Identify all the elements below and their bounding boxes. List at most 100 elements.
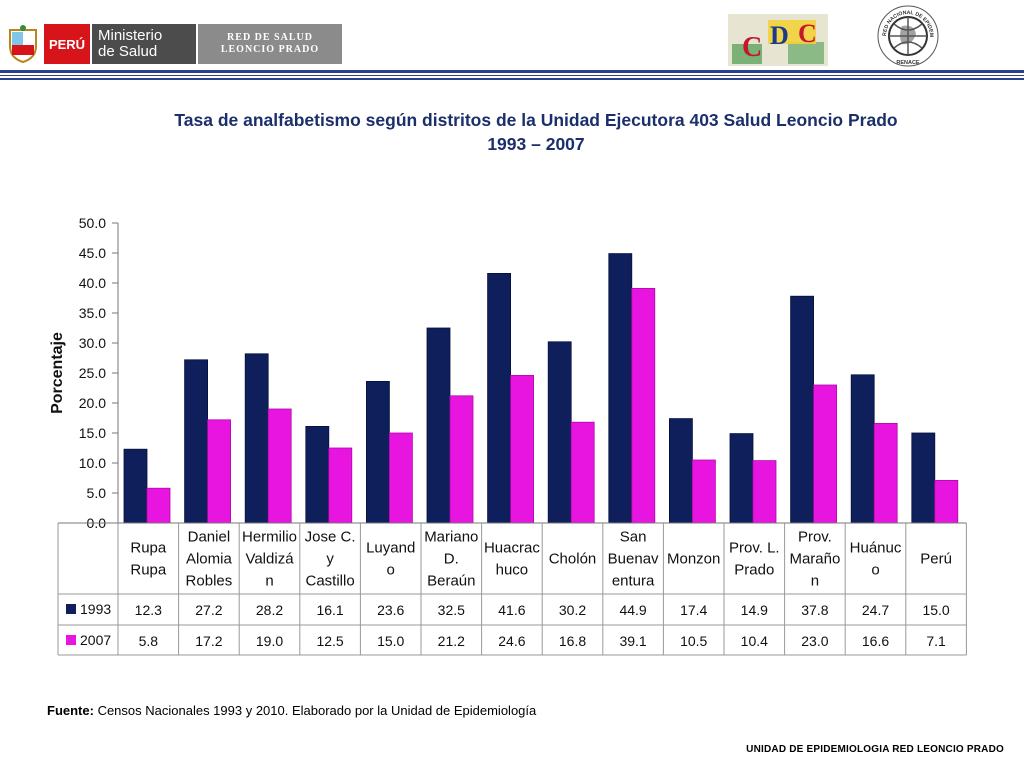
bar-1993-1 [184, 359, 209, 524]
data-label-1993: 30.2 [559, 602, 586, 618]
data-label-2007: 17.2 [195, 633, 222, 649]
x-category-label: Maraño [789, 551, 840, 568]
y-tick-label: 20.0 [79, 395, 106, 411]
bar-1993-8 [608, 253, 633, 524]
cdc-logo-icon: C D C [728, 14, 828, 66]
data-label-2007: 15.0 [377, 633, 404, 649]
data-label-2007: 21.2 [438, 633, 465, 649]
header-line-bottom [0, 78, 1024, 80]
data-label-2007: 39.1 [619, 633, 646, 649]
bar-1993-7 [547, 341, 572, 524]
data-label-1993: 44.9 [619, 602, 646, 618]
source-note: Fuente: Censos Nacionales 1993 y 2010. E… [47, 703, 536, 718]
data-label-1993: 24.7 [862, 602, 889, 618]
red-line2: LEONCIO PRADO [220, 44, 320, 55]
bar-2007-11 [813, 384, 837, 524]
x-category-label: Valdizá [245, 551, 294, 568]
svg-text:D: D [770, 21, 789, 50]
x-category-label: o [871, 562, 879, 579]
y-tick-label: 25.0 [79, 365, 106, 381]
data-label-2007: 16.8 [559, 633, 586, 649]
legend-label-1993: 1993 [80, 601, 111, 617]
data-label-1993: 37.8 [801, 602, 828, 618]
y-tick-label: 5.0 [87, 485, 107, 501]
header-line-mid [0, 75, 1024, 76]
data-label-2007: 24.6 [498, 633, 525, 649]
ministry-line2: de Salud [98, 43, 158, 60]
legend-swatch-1993 [66, 604, 76, 614]
data-label-2007: 5.8 [139, 633, 159, 649]
header: PERÚ Ministerio de Salud RED DE SALUD LE… [0, 0, 1024, 80]
x-category-label: Monzon [667, 551, 720, 568]
x-category-label: Huacrac [484, 540, 540, 557]
y-tick-label: 50.0 [79, 215, 106, 231]
bar-2007-1 [207, 419, 232, 524]
x-category-label: Prov. [798, 529, 832, 546]
x-category-label: n [265, 573, 273, 590]
x-category-label: Prado [734, 562, 774, 579]
x-category-label: Hermilio [242, 529, 297, 546]
bar-2007-12 [873, 422, 898, 524]
data-label-2007: 23.0 [801, 633, 828, 649]
x-category-label: Perú [920, 551, 952, 568]
data-label-2007: 7.1 [926, 633, 946, 649]
chart-title: Tasa de analfabetismo según distritos de… [118, 108, 954, 156]
bar-2007-9 [692, 459, 716, 524]
bar-chart: 0.05.010.015.020.025.030.035.040.045.050… [49, 215, 967, 656]
x-category-label: Daniel [188, 529, 231, 546]
bar-2007-13 [934, 479, 959, 524]
bar-1993-10 [729, 433, 754, 524]
bar-1993-2 [244, 353, 269, 524]
bar-1993-9 [669, 418, 693, 524]
x-category-label: Alomia [186, 551, 233, 568]
x-category-label: Cholón [549, 551, 597, 568]
x-category-label: n [811, 573, 819, 590]
footer-label: UNIDAD DE EPIDEMIOLOGIA RED LEONCIO PRAD… [746, 744, 1004, 755]
data-label-2007: 19.0 [256, 633, 283, 649]
x-category-label: Rupa [130, 540, 167, 557]
x-category-label: Buenav [608, 551, 659, 568]
y-tick-label: 40.0 [79, 275, 106, 291]
x-category-label: entura [612, 573, 655, 590]
x-category-label: Castillo [306, 573, 355, 590]
bar-1993-12 [850, 374, 875, 524]
svg-text:C: C [742, 32, 762, 63]
bar-2007-0 [146, 487, 171, 524]
data-label-1993: 27.2 [195, 602, 222, 618]
header-line-top [0, 70, 1024, 73]
data-label-1993: 17.4 [680, 602, 707, 618]
x-category-label: San [620, 529, 647, 546]
y-tick-label: 45.0 [79, 245, 106, 261]
bar-2007-3 [328, 447, 353, 524]
bar-2007-5 [449, 395, 474, 524]
data-label-1993: 41.6 [498, 602, 525, 618]
bar-1993-4 [365, 380, 390, 524]
title-line1: Tasa de analfabetismo según distritos de… [174, 110, 898, 130]
x-category-label: Luyand [366, 540, 415, 557]
red-salud-label: RED DE SALUD LEONCIO PRADO [198, 24, 342, 64]
renace-logo-icon: RED NACIONAL DE EPIDEMIOLOGIA RENACE [876, 4, 939, 67]
bar-1993-0 [123, 448, 148, 524]
bar-2007-2 [267, 408, 292, 524]
x-category-label: Huánuc [850, 540, 902, 557]
data-label-2007: 10.5 [680, 633, 707, 649]
data-label-2007: 10.4 [741, 633, 768, 649]
peru-label: PERÚ [44, 24, 90, 64]
bar-1993-3 [305, 425, 330, 524]
y-tick-label: 30.0 [79, 335, 106, 351]
x-category-label: huco [496, 562, 529, 579]
data-label-1993: 15.0 [922, 602, 949, 618]
bar-1993-5 [426, 327, 451, 524]
source-label: Fuente: [47, 703, 94, 718]
data-label-2007: 12.5 [316, 633, 343, 649]
legend-label-2007: 2007 [80, 632, 111, 648]
y-axis-label: Porcentaje [49, 332, 66, 414]
data-label-1993: 32.5 [438, 602, 465, 618]
ministry-line1: Ministerio [98, 27, 163, 44]
bar-1993-6 [487, 273, 512, 524]
source-text: Censos Nacionales 1993 y 2010. Elaborado… [93, 703, 537, 718]
x-category-label: Prov. L. [729, 540, 780, 557]
bar-2007-4 [388, 432, 413, 524]
x-category-label: Robles [186, 573, 233, 590]
y-tick-label: 15.0 [79, 425, 106, 441]
